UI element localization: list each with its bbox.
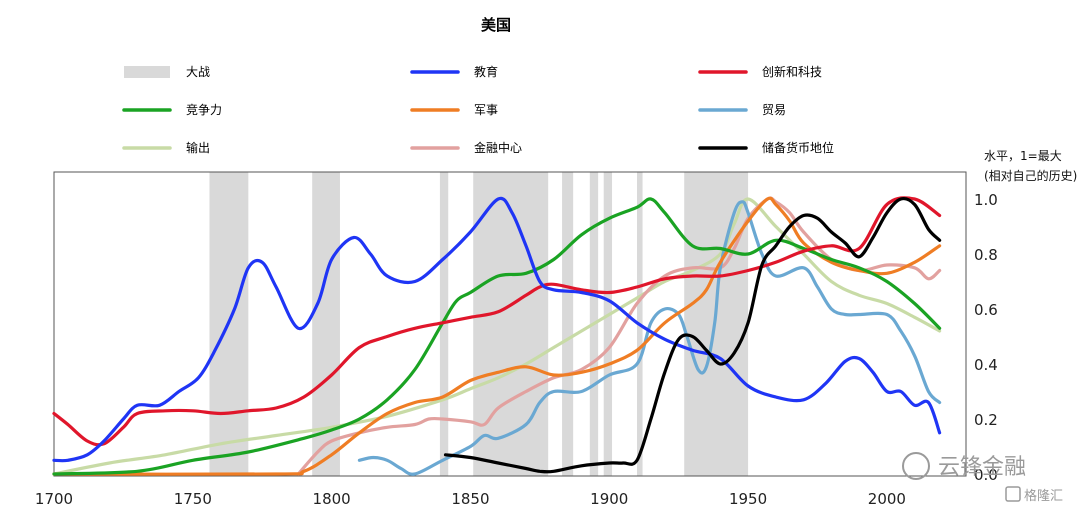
legend-item-finance: 金融中心 xyxy=(410,140,522,155)
legend-label: 教育 xyxy=(474,64,498,79)
plot-frame xyxy=(53,171,967,477)
series-line-military xyxy=(52,196,942,476)
x-tick-label: 1950 xyxy=(729,490,767,508)
series-line-trade xyxy=(357,200,942,476)
legend-label: 军事 xyxy=(474,103,498,117)
legend-label: 金融中心 xyxy=(474,140,522,155)
series-line-reserve xyxy=(443,196,942,474)
legend-label: 竞争力 xyxy=(186,103,222,117)
y-tick-label: 0.4 xyxy=(974,356,998,374)
legend-label: 创新和科技 xyxy=(762,64,822,79)
series-line-output xyxy=(52,197,942,476)
series-line-finance xyxy=(296,196,942,476)
x-tick-label: 1800 xyxy=(313,490,351,508)
legend-item-trade: 贸易 xyxy=(698,103,786,117)
legend-label: 贸易 xyxy=(762,103,786,117)
series-lines xyxy=(52,196,942,476)
legend-item-war: 大战 xyxy=(124,65,210,79)
watermark-sub-text: 格隆汇 xyxy=(1024,488,1063,504)
legend-item-competitiveness: 竞争力 xyxy=(122,103,222,117)
y-tick-label: 1.0 xyxy=(974,191,998,209)
war-period-4 xyxy=(562,172,574,476)
legend-label: 储备货币地位 xyxy=(762,140,834,155)
war-period-6 xyxy=(603,172,613,476)
y-axis-note: 水平，1=最大 (相对自己的历史) xyxy=(984,149,1077,183)
series-line-education xyxy=(52,196,942,463)
war-period-3 xyxy=(473,172,549,476)
legend-item-reserve: 储备货币地位 xyxy=(698,140,834,155)
legend-label: 大战 xyxy=(186,65,210,79)
y-axis-ticks: 1.0 0.8 0.6 0.4 0.2 0.0 xyxy=(974,191,998,484)
x-tick-label: 1850 xyxy=(451,490,489,508)
legend-swatch xyxy=(124,66,170,78)
x-tick-label: 1700 xyxy=(35,490,73,508)
y-tick-label: 0.2 xyxy=(974,411,998,429)
y-tick-label: 0.0 xyxy=(974,466,998,484)
x-axis-ticks: 1700 1750 1800 1850 1900 1950 2000 xyxy=(35,490,906,508)
x-tick-label: 2000 xyxy=(868,490,906,508)
y-axis-note-line-2: (相对自己的历史) xyxy=(984,168,1077,183)
series-line-innovation xyxy=(52,196,942,447)
watermark-logo-icon xyxy=(1005,486,1021,502)
legend-label: 输出 xyxy=(186,140,210,155)
y-axis-note-line-1: 水平，1=最大 xyxy=(984,149,1062,163)
x-tick-label: 1750 xyxy=(174,490,212,508)
legend-item-innovation: 创新和科技 xyxy=(698,64,822,79)
chart-title: 美国 xyxy=(481,16,511,34)
series-line-competitiveness xyxy=(52,197,942,476)
legend-item-education: 教育 xyxy=(410,64,498,79)
wechat-icon xyxy=(902,452,930,480)
y-tick-label: 0.6 xyxy=(974,301,998,319)
watermark: 云锋金融 格隆汇 xyxy=(902,452,1063,504)
legend-item-output: 输出 xyxy=(122,140,210,155)
legend-item-military: 军事 xyxy=(410,103,498,117)
watermark-text: 云锋金融 xyxy=(938,455,1026,480)
x-tick-label: 1900 xyxy=(590,490,628,508)
y-tick-label: 0.8 xyxy=(974,246,998,264)
